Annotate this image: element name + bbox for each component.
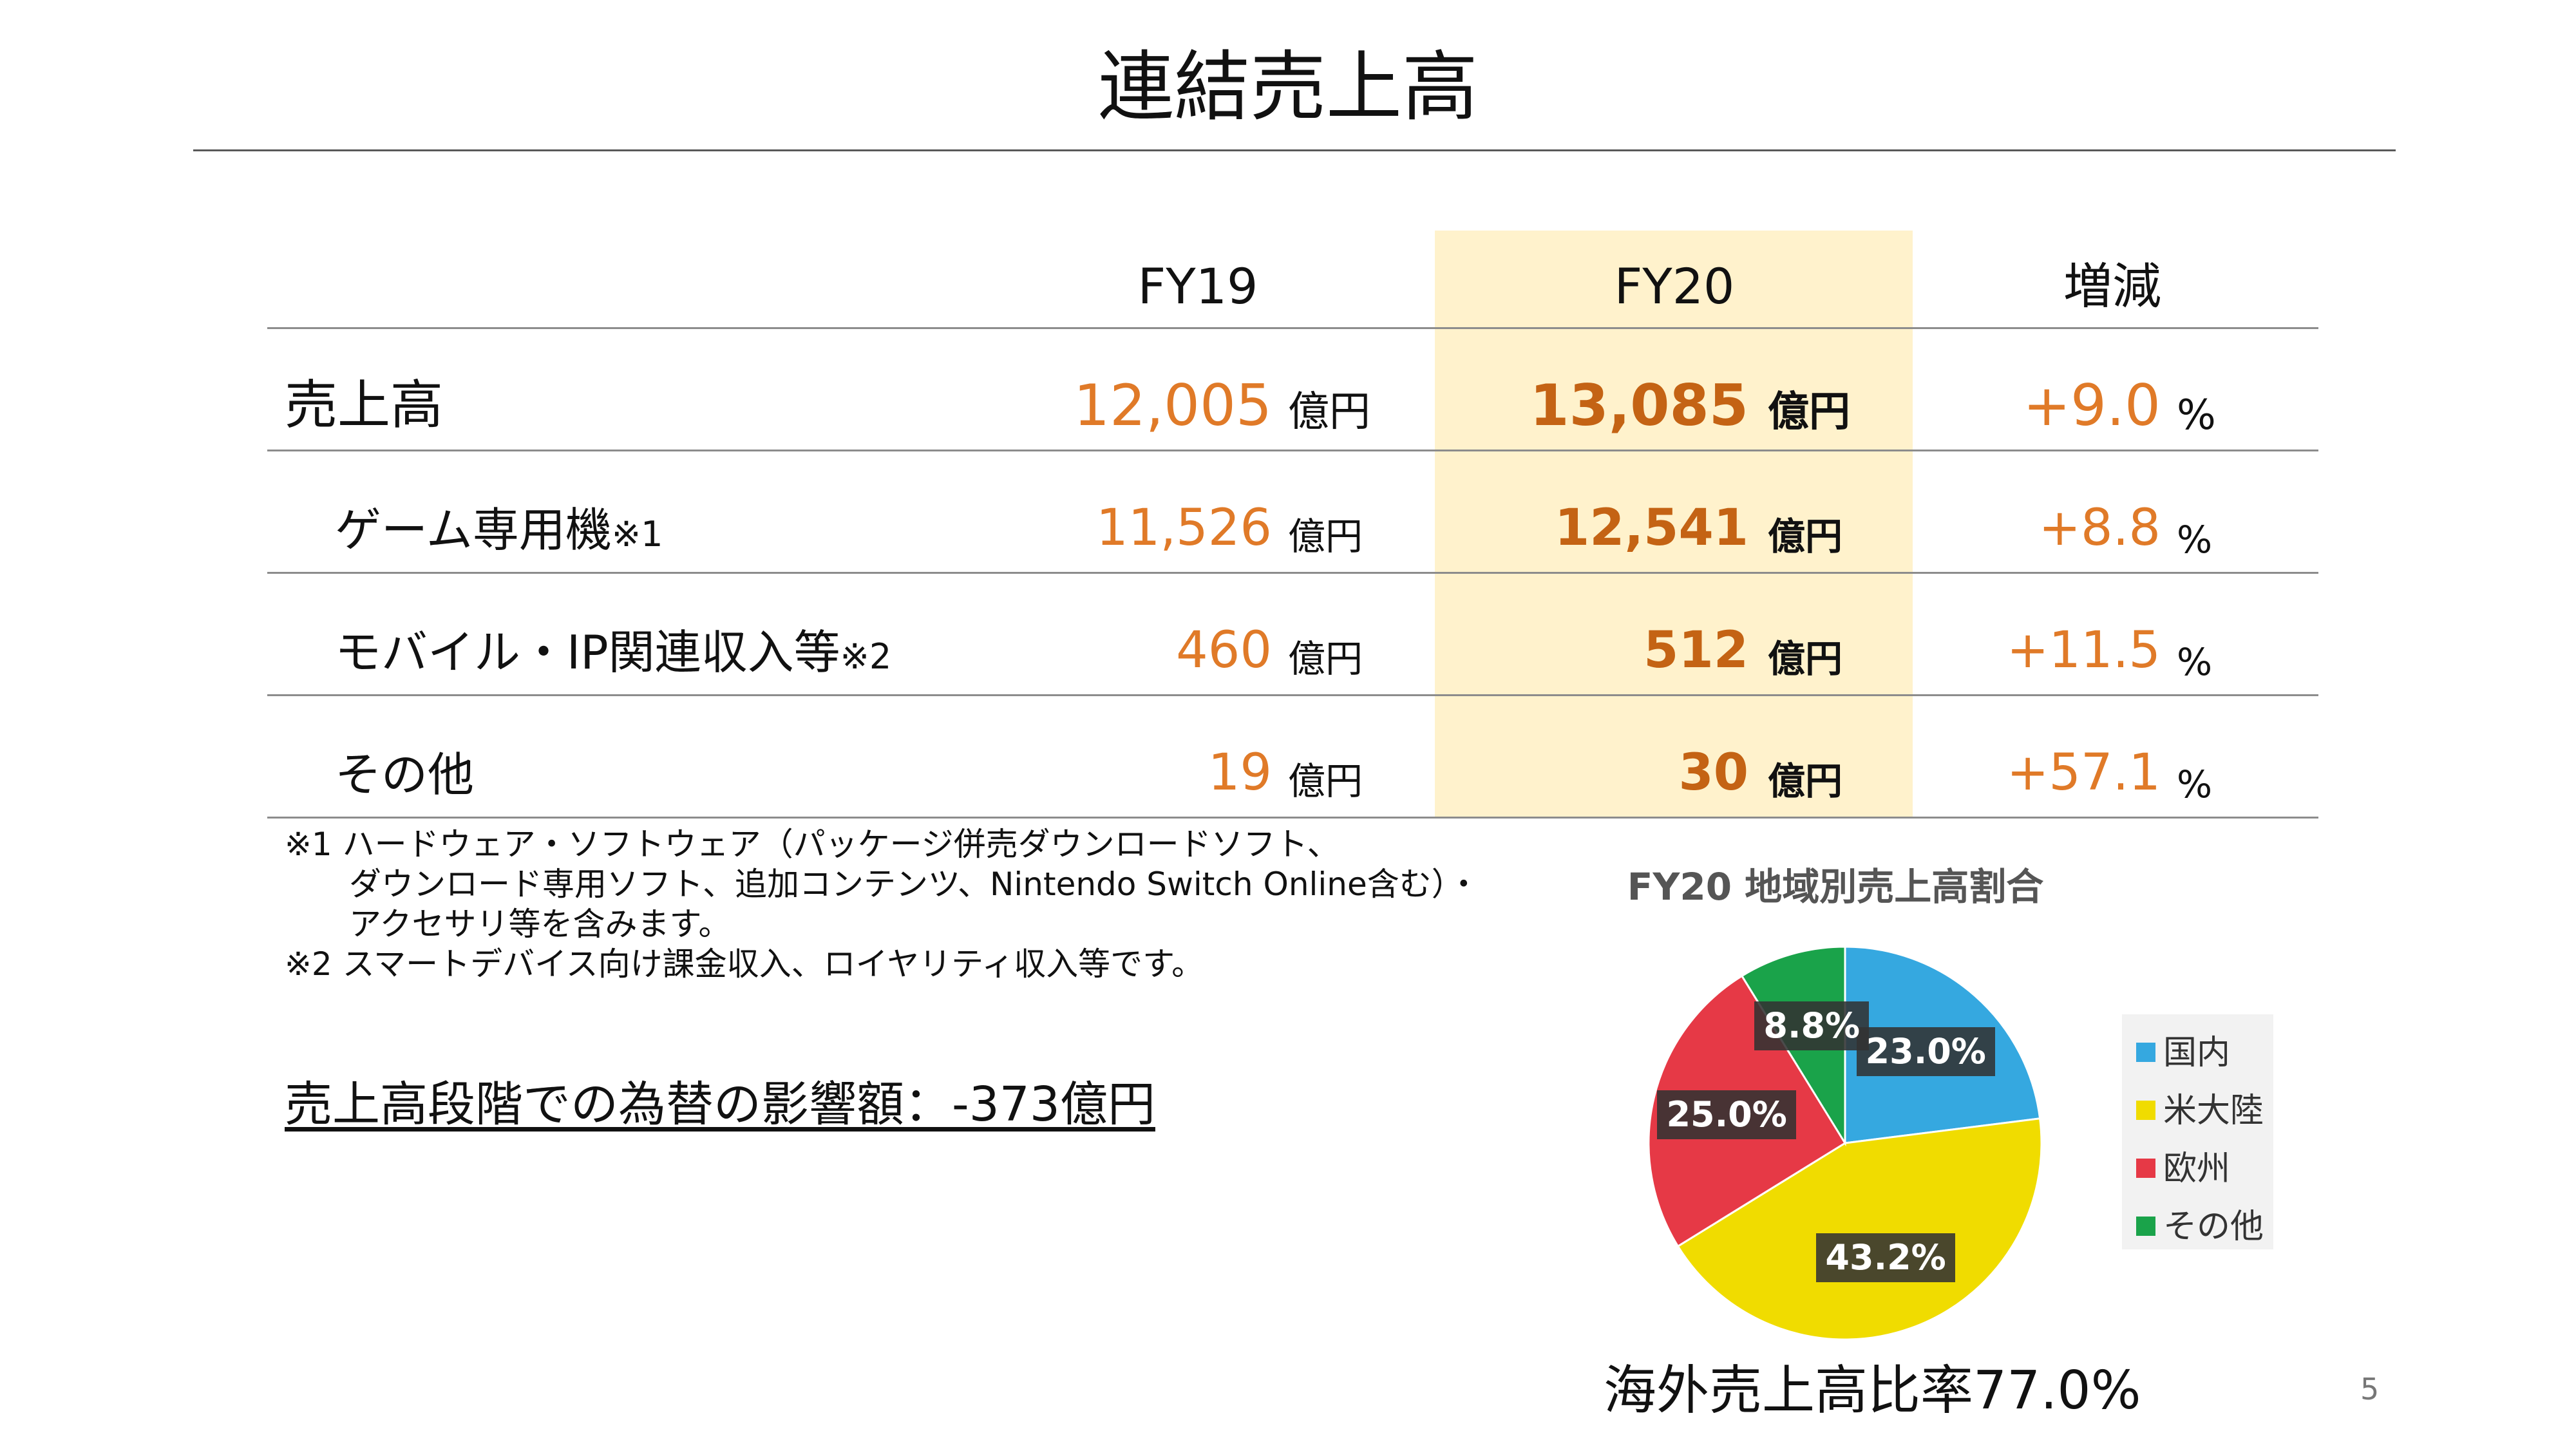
legend-item-europe: 欧州 [2136,1146,2230,1191]
net-sales-change-unit: % [2177,392,2216,439]
other-fy19-unit: 億円 [1288,759,1363,803]
header-change: 増減 [2063,258,2161,315]
legend-item-americas: 米大陸 [2136,1088,2264,1133]
pie-legend: 国内 米大陸 欧州 その他 [2122,1014,2273,1249]
dedicated-change-unit: % [2177,518,2213,562]
pie-label-other: 8.8% [1754,1001,1870,1051]
footnote-1-cont: ダウンロード専用ソフト、追加コンテンツ、Nintendo Switch Onli… [349,866,1480,903]
pie-slice-americas [1676,1117,2043,1341]
dedicated-change-value: +8.8 [2038,499,2161,557]
row-divider [267,572,2318,574]
legend-item-other: その他 [2136,1204,2264,1249]
header-fy20: FY20 [1614,258,1735,315]
net-sales-fy19-unit: 億円 [1288,388,1370,436]
dedicated-fy19-unit: 億円 [1288,515,1363,558]
pie-label-europe: 25.0% [1657,1090,1796,1140]
other-fy20-unit: 億円 [1768,759,1843,803]
row-label-dedicated-video-game: ゲーム専用機※1 [335,503,663,557]
net-sales-change-value: +9.0 [2023,372,2161,439]
legend-item-japan: 国内 [2136,1030,2230,1075]
page-title: 連結売上高 [1097,43,1478,131]
net-sales-fy20-unit: 億円 [1768,388,1850,436]
other-fy19-value: 19 [1208,744,1272,802]
other-fy20-value: 30 [1678,744,1748,802]
dedicated-fy19-value: 11,526 [1096,499,1272,557]
footnote-1-cont: アクセサリ等を含みます。 [349,905,731,943]
title-divider [193,149,2396,151]
dedicated-fy20-value: 12,541 [1555,499,1748,557]
mobile-fy20-value: 512 [1643,621,1748,679]
other-change-unit: % [2177,762,2213,806]
row-divider [267,694,2318,696]
mobile-change-unit: % [2177,640,2213,684]
pie-label-americas: 43.2% [1816,1233,1955,1283]
footnotes: ※1 ハードウェア・ソフトウェア（パッケージ併売ダウンロードソフト、 ダウンロー… [285,824,1480,984]
legend-swatch [2136,1159,2155,1178]
legend-swatch [2136,1043,2155,1062]
mobile-change-value: +11.5 [2006,621,2161,679]
footnote-1: ※1 ハードウェア・ソフトウェア（パッケージ併売ダウンロードソフト、 [285,826,1340,863]
fx-impact-text: 売上高段階での為替の影響額：-373億円 [285,1077,1155,1132]
overseas-sales-ratio: 海外売上高比率77.0% [1604,1360,2141,1421]
table-bottom-rule [267,817,2318,819]
mobile-fy19-value: 460 [1176,621,1272,679]
row-divider [267,450,2318,451]
legend-swatch [2136,1101,2155,1120]
mobile-fy20-unit: 億円 [1768,637,1843,681]
regional-sales-pie-chart [1647,945,2043,1341]
header-fy19: FY19 [1137,258,1258,315]
header-divider [267,327,2318,329]
mobile-fy19-unit: 億円 [1288,637,1363,681]
legend-swatch [2136,1217,2155,1236]
pie-label-japan: 23.0% [1856,1027,1995,1077]
footnote-2: ※2 スマートデバイス向け課金収入、ロイヤリティ収入等です。 [285,945,1204,983]
dedicated-fy20-unit: 億円 [1768,515,1843,558]
net-sales-fy20-value: 13,085 [1530,372,1748,439]
pie-chart-title: FY20 地域別売上高割合 [1627,865,2044,909]
net-sales-fy19-value: 12,005 [1074,372,1272,439]
row-label-net-sales: 売上高 [285,375,444,436]
page-number: 5 [2360,1372,2380,1406]
other-change-value: +57.1 [2006,744,2161,802]
row-label-other: その他 [335,748,475,802]
row-label-mobile-ip: モバイル・IP関連収入等※2 [335,625,892,679]
